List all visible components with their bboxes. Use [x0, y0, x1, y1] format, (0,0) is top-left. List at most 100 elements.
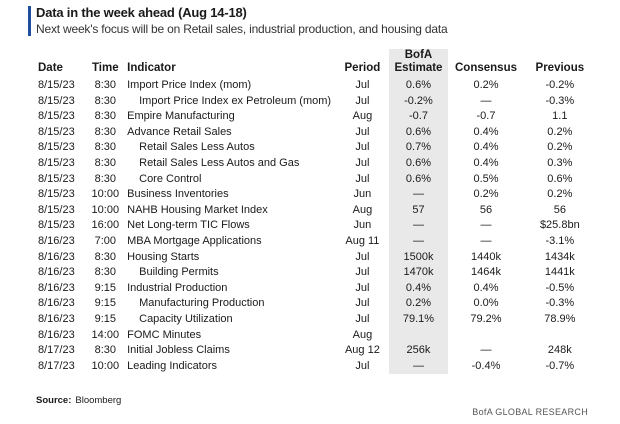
table-cell: 0.2% [388, 296, 449, 312]
table-cell: Advance Retail Sales [127, 125, 232, 138]
table-cell: 8/16/23 [38, 297, 75, 310]
table-cell: 0.4% [473, 125, 499, 138]
table-cell: Jul [355, 266, 370, 279]
table-cell: 8/16/23 [38, 281, 75, 294]
table-cell: 8/15/23 [38, 188, 75, 201]
table-cell: Aug [352, 203, 373, 216]
table-cell: 9:15 [94, 281, 116, 294]
table-cell: -0.3% [545, 94, 575, 107]
table-cell: -0.7 [476, 110, 496, 123]
empty-cell [524, 328, 596, 344]
table-cell: 0.4% [473, 141, 499, 154]
title: Data in the week ahead (Aug 14-18) [36, 5, 247, 20]
table-cell: 0.6% [388, 171, 449, 188]
table-cell: 1464k [471, 266, 501, 279]
brand: BofA GLOBAL RESEARCH [472, 407, 588, 417]
table-cell: Industrial Production [127, 281, 228, 294]
source-note: Source: Bloomberg [36, 395, 121, 406]
table-cell: 8/17/23 [38, 359, 75, 372]
table-cell: Leading Indicators [127, 359, 218, 372]
table-row: 8/16/23 9:15 Industrial Production Jul 0.4% 0… [36, 280, 596, 297]
table-cell: Import Price Index (mom) [127, 79, 252, 91]
table-cell: 8:30 [94, 344, 116, 357]
table-cell: 8:30 [94, 156, 116, 169]
table-cell: Import Price Index ex Petroleum (mom) [139, 94, 332, 107]
table-cell: 8/15/23 [38, 141, 75, 154]
table-cell: 1440k [471, 250, 501, 263]
table-cell: -0.7 [388, 109, 449, 125]
source: Bloomberg [75, 395, 122, 406]
table-row: 8/15/23 10:00 Business Inventories Jun — 0.2%… [36, 187, 596, 203]
table-cell: 0.3% [547, 156, 573, 169]
table-cell: 8/16/23 [38, 234, 75, 247]
table-cell: 248k [547, 344, 572, 357]
table-cell: 1470k [388, 265, 449, 281]
table-row: 8/15/23 8:30 Retail Sales Less Autos Jul 0.7… [36, 140, 596, 156]
table-cell: 8:30 [94, 125, 116, 138]
table-cell: Net Long-term TIC Flows [127, 219, 250, 232]
table-cell: -3.1% [545, 234, 575, 247]
table-cell: Jul [355, 141, 370, 154]
table-cell: 8/15/23 [38, 156, 75, 169]
table-cell: Housing Starts [127, 250, 200, 263]
table-cell: Jul [355, 359, 370, 372]
table-cell: 0.4% [388, 280, 449, 297]
table-cell: 9:15 [94, 297, 116, 310]
table-cell: Jul [355, 79, 370, 91]
table-cell: — [388, 187, 449, 203]
table-cell: — [388, 358, 449, 375]
table-cell: 56 [553, 203, 566, 216]
table-cell: FOMC Minutes [127, 328, 202, 341]
table-cell: 8/15/23 [38, 219, 75, 232]
table-cell: — [388, 233, 449, 250]
table-cell: Jul [355, 125, 370, 138]
table-row: 8/17/23 8:30 Initial Jobless Claims Aug 12 2… [36, 343, 596, 359]
table-cell: 8/15/23 [38, 94, 75, 107]
table-body: 8/15/23 8:30 Import Price Index (mom) Jul 0.… [36, 78, 596, 375]
table-row: 8/16/23 7:00 MBA Mortgage Applications Aug … [36, 233, 596, 250]
table-cell: 10:00 [91, 203, 120, 216]
table-row: 8/15/23 8:30 Import Price Index ex Petrole… [36, 93, 596, 110]
table-cell: Jul [355, 312, 370, 325]
table-cell: Jul [355, 281, 370, 294]
accent-bar [28, 6, 31, 36]
table-cell: Jul [355, 156, 370, 169]
table-cell: — [480, 219, 492, 232]
table-cell: 8:30 [94, 172, 116, 185]
table-cell: Jun [353, 219, 372, 232]
table-cell: NAHB Housing Market Index [127, 203, 268, 216]
table-row: 8/16/23 8:30 Housing Starts Jul 1500k 1440k 14… [36, 249, 596, 266]
table-cell: Retail Sales Less Autos and Gas [139, 156, 300, 169]
table-cell: 0.4% [473, 281, 499, 294]
table-cell: 0.6% [388, 124, 449, 141]
table-cell: Aug 12 [344, 344, 380, 357]
table-cell: 14:00 [91, 328, 120, 341]
table-cell: -0.5% [545, 281, 575, 294]
table-cell: 79.1% [388, 311, 449, 328]
table-cell: Aug 11 [345, 234, 380, 247]
table-cell: Manufacturing Production [139, 297, 265, 310]
table-cell: 56 [479, 203, 493, 216]
table-cell: 8/16/23 [38, 312, 75, 325]
table-cell: 8/15/23 [38, 125, 75, 138]
table-cell: 8/16/23 [38, 266, 75, 279]
table-cell: Jul [355, 172, 370, 185]
table-cell: 8:30 [94, 94, 116, 107]
column-header: Period [344, 62, 381, 74]
table-cell: Business Inventories [127, 188, 229, 201]
table-cell: Aug [352, 328, 373, 341]
table-row: 8/16/23 9:15 Capacity Utilization Jul 79.1% 7… [36, 311, 596, 328]
table-cell: 57 [388, 202, 449, 219]
table-cell: 0.2% [547, 125, 573, 138]
table-cell: 10:00 [91, 188, 120, 201]
table-cell: -0.4% [471, 359, 501, 372]
table-cell: Empire Manufacturing [127, 110, 235, 123]
table-cell: MBA Mortgage Applications [127, 234, 262, 247]
table-cell: 8:30 [94, 141, 116, 154]
table-cell: Capacity Utilization [139, 312, 233, 325]
table-cell: 1434k [544, 250, 575, 263]
table-cell: 8:30 [94, 79, 116, 91]
table-cell: Core Control [139, 172, 202, 185]
table-cell: 0.2% [547, 141, 573, 154]
